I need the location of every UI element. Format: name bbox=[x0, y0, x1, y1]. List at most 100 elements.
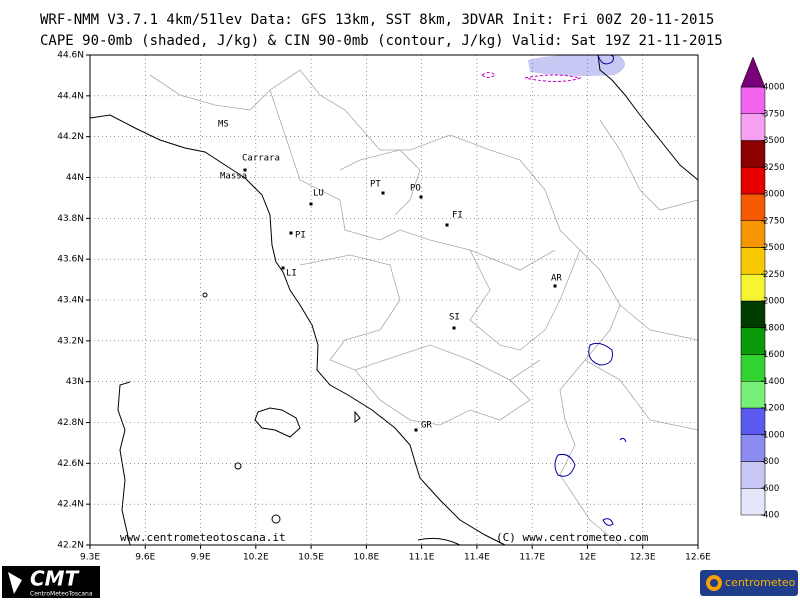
place-dot bbox=[445, 223, 449, 227]
place-dot bbox=[414, 428, 418, 432]
colorbar: 400 600 800 1000 1200 1400 1600 1800 2000 2250 250… bbox=[740, 56, 785, 521]
logo-subtext: CentroMeteoToscana bbox=[30, 591, 93, 598]
header-line: CAPE 90-0mb (shaded, J/kg) & CIN 90-0mb … bbox=[40, 33, 723, 49]
colorbar-label: 2750 bbox=[763, 216, 785, 226]
borders bbox=[149, 69, 699, 546]
colorbar-bin bbox=[740, 220, 766, 248]
colorbar-bin bbox=[740, 354, 766, 382]
lon-tick-label: 9.3E bbox=[80, 553, 100, 563]
cape-shade bbox=[528, 54, 625, 76]
coastline bbox=[89, 54, 699, 546]
place-label: GR bbox=[421, 421, 432, 431]
colorbar-label: 3500 bbox=[763, 136, 785, 146]
map-frame bbox=[89, 54, 699, 546]
lon-tick-label: 9.9E bbox=[191, 553, 211, 563]
colorbar-bin bbox=[740, 381, 766, 409]
colorbar-label: 3000 bbox=[763, 190, 785, 200]
place-dot bbox=[452, 326, 456, 330]
lat-tick-label: 42.8N bbox=[57, 418, 84, 428]
logo-text: CMT bbox=[30, 567, 80, 591]
lon-tick-label: 12.6E bbox=[685, 553, 711, 563]
colorbar-label: 3250 bbox=[763, 163, 785, 173]
colorbar-extend bbox=[740, 56, 766, 88]
place-dot bbox=[281, 266, 285, 270]
place-label: Carrara bbox=[242, 154, 280, 164]
lat-tick-label: 43.6N bbox=[57, 255, 84, 265]
logo-text: centrometeo bbox=[725, 576, 796, 589]
colorbar-bin bbox=[740, 407, 766, 435]
colorbar-label: 1400 bbox=[763, 377, 785, 387]
colorbar-bin bbox=[740, 488, 766, 516]
lon-tick-label: 11.7E bbox=[519, 553, 545, 563]
lon-tick-label: 12E bbox=[579, 553, 596, 563]
colorbar-label: 2000 bbox=[763, 297, 785, 307]
lat-tick-label: 44.2N bbox=[57, 132, 84, 142]
place-label: LI bbox=[286, 269, 297, 279]
map: www.centrometeotoscana.it (C) www.centro… bbox=[86, 54, 699, 549]
colorbar-bin bbox=[740, 193, 766, 221]
lat-tick-label: 43.2N bbox=[57, 336, 84, 346]
cin-contours bbox=[481, 54, 627, 526]
logo-centrometeo: centrometeo bbox=[700, 570, 798, 596]
colorbar-bin bbox=[740, 140, 766, 168]
lat-tick-label: 44.6N bbox=[57, 51, 84, 61]
lat-tick-label: 44N bbox=[66, 173, 84, 183]
credit: www.centrometeotoscana.it bbox=[120, 531, 286, 544]
colorbar-label: 3750 bbox=[763, 109, 785, 119]
place-label: PI bbox=[295, 231, 306, 241]
lat-tick-label: 42.4N bbox=[57, 500, 84, 510]
colorbar-bin bbox=[740, 274, 766, 302]
place-dot bbox=[381, 191, 385, 195]
colorbar-label: 600 bbox=[763, 484, 779, 494]
place-label: PT bbox=[370, 180, 381, 190]
colorbar-label: 1000 bbox=[763, 430, 785, 440]
lon-tick-label: 10.8E bbox=[353, 553, 379, 563]
colorbar-label: 1600 bbox=[763, 350, 785, 360]
lat-tick-label: 43.8N bbox=[57, 214, 84, 224]
colorbar-bin bbox=[740, 434, 766, 462]
colorbar-bin bbox=[740, 113, 766, 141]
lat-tick-label: 42.6N bbox=[57, 459, 84, 469]
header-line: WRF-NMM V3.7.1 4km/51lev Data: GFS 13km,… bbox=[40, 12, 714, 28]
colorbar-label: 4000 bbox=[763, 83, 785, 93]
place-label: SI bbox=[449, 313, 460, 323]
logo-icon bbox=[8, 572, 22, 594]
colorbar-label: 1800 bbox=[763, 323, 785, 333]
logo-bg bbox=[700, 570, 798, 596]
lon-tick-label: 10.2E bbox=[243, 553, 269, 563]
lon-tick-label: 11.1E bbox=[409, 553, 435, 563]
logo-icon bbox=[710, 579, 718, 587]
colorbar-label: 400 bbox=[763, 511, 779, 521]
colorbar-bin bbox=[740, 86, 766, 114]
colorbar-label: 1200 bbox=[763, 404, 785, 414]
place-dot bbox=[243, 168, 247, 172]
lon-tick-label: 10.5E bbox=[298, 553, 324, 563]
logo-cmt: CMT CentroMeteoToscana bbox=[2, 566, 100, 598]
colorbar-bin bbox=[740, 461, 766, 489]
place-dot bbox=[419, 195, 423, 199]
colorbar-bin bbox=[740, 327, 766, 355]
lat-tick-label: 43N bbox=[66, 377, 84, 387]
colorbar-label: 2250 bbox=[763, 270, 785, 280]
lon-tick-label: 12.3E bbox=[630, 553, 656, 563]
credit: (C) www.centrometeo.com bbox=[496, 531, 649, 544]
place-label: PO bbox=[410, 184, 421, 194]
place-label: Massa bbox=[220, 172, 247, 182]
place-label: MS bbox=[218, 120, 229, 130]
lon-tick-label: 11.4E bbox=[464, 553, 490, 563]
colorbar-bin bbox=[740, 247, 766, 275]
place-dot bbox=[309, 202, 313, 206]
lat-tick-label: 43.4N bbox=[57, 296, 84, 306]
colorbar-label: 800 bbox=[763, 457, 779, 467]
place-dot bbox=[553, 284, 557, 288]
colorbar-label: 2500 bbox=[763, 243, 785, 253]
place-label: LU bbox=[313, 189, 324, 199]
place-dot bbox=[289, 231, 293, 235]
colorbar-bin bbox=[740, 300, 766, 328]
lon-tick-label: 9.6E bbox=[135, 553, 155, 563]
colorbar-bin bbox=[740, 167, 766, 195]
lat-tick-label: 44.4N bbox=[57, 91, 84, 101]
lat-tick-label: 42.2N bbox=[57, 541, 84, 551]
place-label: FI bbox=[452, 211, 463, 221]
